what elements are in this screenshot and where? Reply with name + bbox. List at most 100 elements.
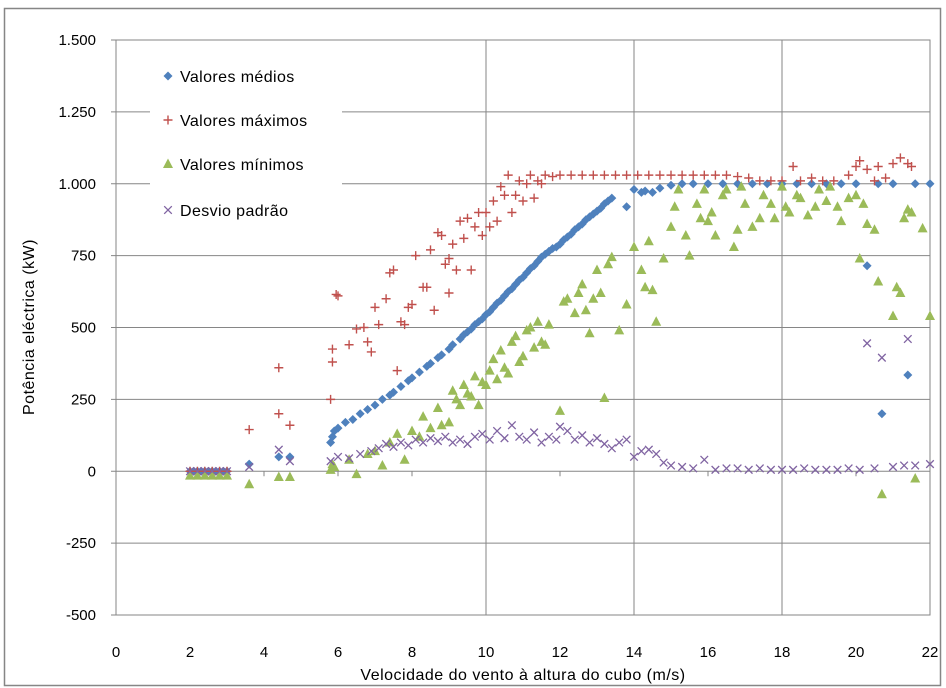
legend-item-valores-maximos: Valores máximos <box>163 113 307 130</box>
point-cross <box>755 464 765 473</box>
point-plus <box>363 337 373 347</box>
point-cross <box>470 432 480 442</box>
point-triangle <box>377 460 388 470</box>
point-triangle <box>843 192 854 203</box>
point-plus <box>389 265 398 275</box>
point-cross <box>777 465 787 475</box>
x-axis-ticks: 0 2 4 6 8 10 12 14 16 18 20 22 <box>112 471 938 661</box>
point-diamond <box>396 381 406 391</box>
legend-item-valores-medios: Valores médios <box>163 69 294 86</box>
x-tick-label: 12 <box>552 644 569 661</box>
x-tick-label: 20 <box>848 644 865 661</box>
point-cross <box>333 452 343 462</box>
point-diamond <box>747 179 757 189</box>
point-triangle <box>362 448 373 458</box>
point-cross <box>441 432 450 442</box>
point-diamond <box>389 387 398 397</box>
y-axis-title: Potência eléctrica (kW) <box>21 239 38 415</box>
point-cross <box>326 456 335 466</box>
point-cross <box>448 438 457 447</box>
point-plus <box>503 170 513 180</box>
point-triangle <box>721 184 732 194</box>
point-triangle <box>758 189 769 200</box>
point-triangle <box>199 470 210 480</box>
legend-symbol-triangle <box>163 158 173 168</box>
point-plus <box>633 170 643 180</box>
point-plus <box>500 190 509 200</box>
point-cross <box>744 465 753 475</box>
legend-background <box>150 56 342 232</box>
point-triangle <box>518 350 528 361</box>
point-triangle <box>447 385 458 395</box>
point-triangle <box>499 362 510 372</box>
legend-label: Desvio padrão <box>180 203 288 220</box>
point-diamond <box>414 367 424 377</box>
point-cross <box>529 428 539 437</box>
point-triangle <box>436 419 447 430</box>
point-cross <box>555 422 565 431</box>
point-triangle <box>532 316 543 326</box>
point-triangle <box>851 189 861 200</box>
point-triangle <box>503 368 514 378</box>
point-plus <box>470 222 480 232</box>
point-triangle <box>891 281 902 292</box>
point-diamond <box>622 202 632 212</box>
point-triangle <box>810 201 821 211</box>
point-diamond <box>426 358 435 368</box>
point-triangle <box>192 470 203 480</box>
point-cross <box>396 438 406 447</box>
point-cross <box>389 442 398 452</box>
point-cross <box>381 439 391 449</box>
point-plus <box>895 153 905 163</box>
legend-symbol-plus <box>163 115 173 125</box>
point-cross <box>614 438 624 447</box>
point-triangle <box>562 293 573 303</box>
point-cross <box>637 446 646 456</box>
point-triangle <box>703 215 713 226</box>
point-plus <box>366 347 376 357</box>
point-triangle <box>795 192 806 203</box>
legend-item-desvio-padrao: Desvio padrão <box>163 203 288 220</box>
point-cross <box>629 452 639 462</box>
point-cross <box>200 466 210 476</box>
point-plus <box>873 162 883 171</box>
point-triangle <box>514 356 525 366</box>
point-cross <box>522 435 531 444</box>
point-triangle <box>691 198 702 208</box>
series-plus <box>185 153 916 476</box>
point-diamond <box>718 179 728 189</box>
point-plus <box>392 366 402 376</box>
point-triangle <box>540 339 551 349</box>
point-triangle <box>802 209 813 220</box>
x-tick-label: 0 <box>112 644 120 661</box>
point-cross <box>207 466 217 476</box>
point-triangle <box>510 330 521 341</box>
point-cross <box>544 432 554 442</box>
point-plus <box>411 251 421 261</box>
point-cross <box>222 466 232 476</box>
point-cross <box>666 461 676 470</box>
point-triangle <box>418 411 429 421</box>
y-tick-label: 750 <box>71 248 96 265</box>
point-diamond <box>655 183 665 193</box>
point-cross <box>244 462 254 472</box>
point-plus <box>788 162 798 171</box>
y-tick-label: 0 <box>88 463 96 480</box>
point-triangle <box>647 284 658 295</box>
point-plus <box>537 179 546 189</box>
point-triangle <box>384 437 395 447</box>
point-cross <box>833 465 842 475</box>
point-triangle <box>525 322 536 332</box>
point-cross <box>903 334 913 344</box>
point-plus <box>274 409 284 419</box>
point-plus <box>244 425 254 435</box>
point-plus <box>352 324 361 334</box>
point-triangle <box>207 470 218 480</box>
point-triangle <box>351 468 362 479</box>
legend: Valores médios Valores máximos Valores m… <box>150 56 342 232</box>
point-diamond <box>370 400 380 410</box>
point-cross <box>607 443 617 453</box>
point-cross <box>855 465 864 475</box>
point-cross <box>485 435 494 444</box>
point-cross <box>925 459 935 469</box>
